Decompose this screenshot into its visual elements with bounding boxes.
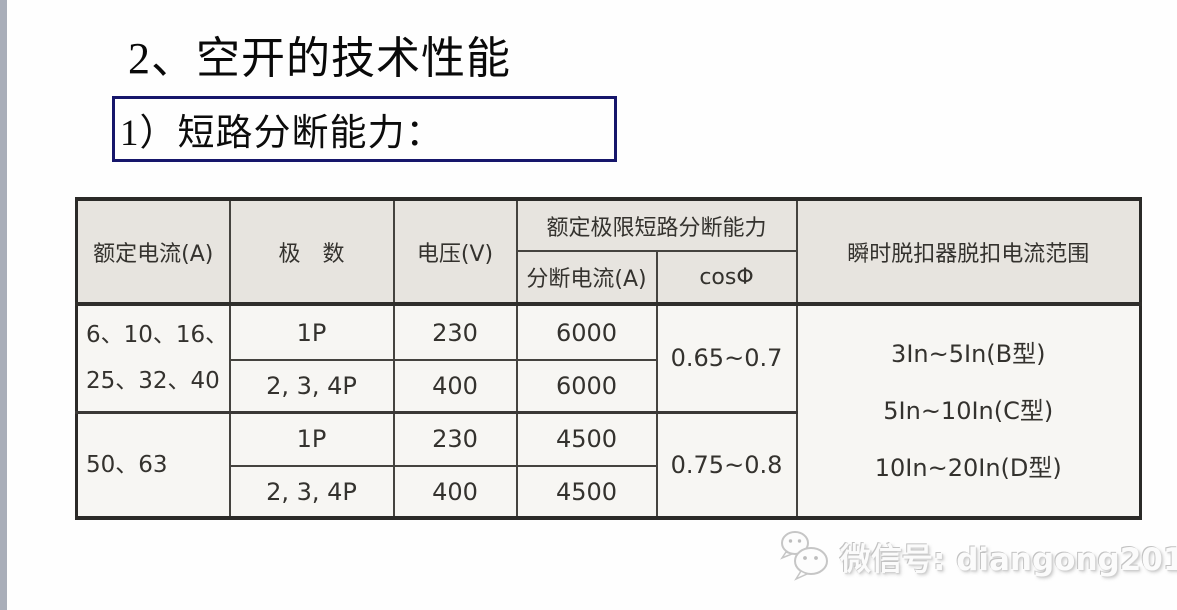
table-row: 2, 3, 4P 400 4500 xyxy=(77,465,1141,519)
spec-table: 额定电流(A) 极 数 电压(V) 额定极限短路分断能力 瞬时脱扣器脱扣电流范围… xyxy=(75,197,1143,520)
cell-poles: 1P xyxy=(228,303,395,361)
header-ultimate-breaking-capacity: 额定极限短路分断能力 xyxy=(515,198,798,252)
header-voltage: 电压(V) xyxy=(392,198,518,306)
header-poles: 极 数 xyxy=(228,198,395,306)
subtitle-text: 1）短路分断能力： xyxy=(120,113,444,154)
trip-range-line: 5In~10In(C型) xyxy=(883,396,1054,425)
cell-voltage: 400 xyxy=(392,359,518,414)
rated-current-line: 6、10、16、20 xyxy=(86,322,229,349)
subtitle-box: 1）短路分断能力： xyxy=(112,96,617,162)
wechat-watermark: 微信号: diangong2015 xyxy=(778,528,1177,584)
cell-voltage: 400 xyxy=(392,465,518,519)
table-row: 6、10、16、20 25、32、40 1P 230 6000 0.65~0.7… xyxy=(75,303,1142,519)
cell-breaking-current: 4500 xyxy=(515,465,658,519)
header-cos-phi: cosΦ xyxy=(655,250,798,306)
wechat-icon xyxy=(780,531,828,581)
header-breaking-current: 分断电流(A) xyxy=(515,250,658,306)
cell-poles: 1P xyxy=(228,411,395,467)
rated-current-line: 25、32、40 xyxy=(86,368,220,395)
cell-rated-current-group-1: 6、10、16、20 25、32、40 xyxy=(75,303,231,414)
page-title: 2、空开的技术性能 xyxy=(128,34,511,83)
cell-poles: 2, 3, 4P xyxy=(228,359,395,414)
cell-voltage: 230 xyxy=(392,303,518,361)
cell-breaking-current: 6000 xyxy=(515,359,658,414)
cell-cos-phi-group-1: 0.65~0.7 xyxy=(655,303,798,414)
header-trip-range: 瞬时脱扣器脱扣电流范围 xyxy=(795,198,1142,306)
trip-range-line: 10In~20In(D型) xyxy=(874,453,1062,482)
cell-rated-current-group-2: 50、63 xyxy=(75,411,231,519)
table-row: 2, 3, 4P 400 6000 xyxy=(77,359,1141,414)
header-rated-current: 额定电流(A) xyxy=(75,198,231,306)
watermark-text: 微信号: diangong2015 xyxy=(840,541,1177,578)
cell-cos-phi-group-2: 0.75~0.8 xyxy=(655,411,798,519)
cell-trip-ranges: 3In~5In(B型) 5In~10In(C型) 10In~20In(D型) xyxy=(795,303,1142,519)
header-row-1: 额定电流(A) 极 数 电压(V) 额定极限短路分断能力 瞬时脱扣器脱扣电流范围 xyxy=(75,198,1142,306)
slide-edge-strip xyxy=(0,0,7,610)
trip-range-line: 3In~5In(B型) xyxy=(891,339,1046,368)
cell-poles: 2, 3, 4P xyxy=(228,465,395,519)
cell-voltage: 230 xyxy=(392,411,518,467)
header-row-2: 分断电流(A) cosΦ xyxy=(77,250,1141,306)
rated-current-line: 50、63 xyxy=(86,451,168,478)
cell-breaking-current: 6000 xyxy=(515,303,658,361)
cell-breaking-current: 4500 xyxy=(515,411,658,467)
table-row: 50、63 1P 230 4500 0.75~0.8 xyxy=(75,411,1141,519)
